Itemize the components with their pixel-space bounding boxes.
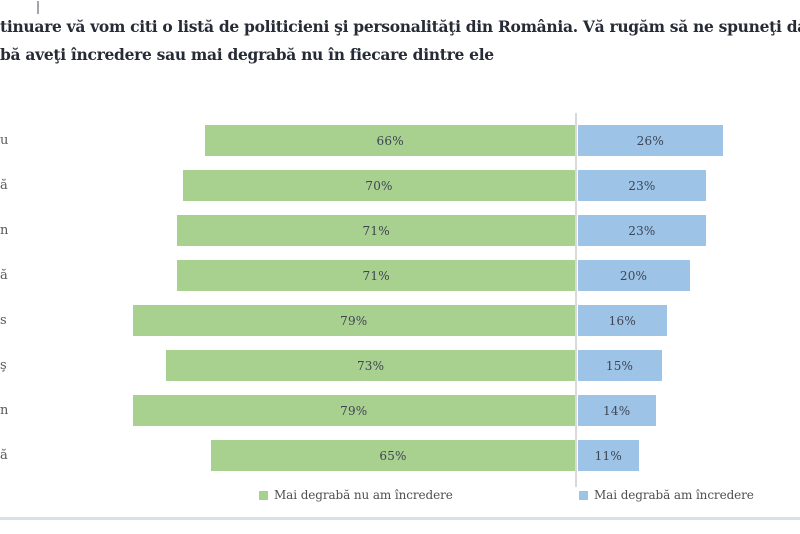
no-trust-value-label: 79%: [340, 403, 368, 418]
category-label-fragment: u: [0, 133, 9, 148]
table-row: ş 73% 15%: [0, 350, 800, 381]
no-trust-bar: 66%: [205, 125, 575, 156]
no-trust-value-label: 79%: [340, 313, 368, 328]
table-row: ă 70% 23%: [0, 170, 800, 201]
trust-bar: 11%: [577, 440, 640, 471]
trust-value-label: 11%: [594, 448, 622, 463]
green-swatch-icon: [259, 490, 268, 500]
table-row: n 71% 23%: [0, 215, 800, 246]
trust-bar: 15%: [577, 350, 662, 381]
category-label-fragment: ă: [0, 448, 8, 463]
no-trust-value-label: 65%: [379, 448, 407, 463]
category-label-fragment: ă: [0, 178, 8, 193]
trust-value-label: 23%: [628, 178, 656, 193]
question-line-1: tinuare vă vom citi o listă de politicie…: [0, 17, 800, 36]
trust-value-label: 14%: [603, 403, 631, 418]
trust-value-label: 15%: [605, 358, 634, 373]
no-trust-bar: 70%: [183, 170, 575, 201]
legend-item-no-trust: Mai degrabă nu am încredere: [259, 488, 453, 502]
category-label-fragment: ş: [0, 358, 7, 373]
no-trust-bar: 71%: [177, 260, 575, 291]
trust-value-label: 20%: [619, 268, 648, 283]
no-trust-bar: 79%: [132, 305, 575, 336]
category-label-fragment: n: [0, 223, 9, 238]
category-label-fragment: n: [0, 403, 9, 418]
table-row: ă 71% 20%: [0, 260, 800, 291]
no-trust-bar: 79%: [132, 395, 575, 426]
legend-item-trust: Mai degrabă am încredere: [579, 488, 754, 502]
page-bottom-border: [0, 517, 800, 520]
trust-bar: 14%: [577, 395, 656, 426]
no-trust-bar: 73%: [166, 350, 575, 381]
no-trust-value-label: 70%: [365, 178, 393, 193]
table-row: n 79% 14%: [0, 395, 800, 426]
no-trust-value-label: 71%: [362, 223, 390, 238]
table-row: ă 65% 11%: [0, 440, 800, 471]
legend-label-trust: Mai degrabă am încredere: [594, 488, 754, 502]
trust-bar: 23%: [577, 170, 707, 201]
chart-legend: Mai degrabă nu am încredere Mai degrabă …: [0, 488, 800, 508]
no-trust-value-label: 73%: [356, 358, 385, 373]
blue-swatch-icon: [579, 490, 588, 500]
trust-bar: 16%: [577, 305, 668, 336]
trust-value-label: 23%: [628, 223, 656, 238]
no-trust-bar: 71%: [177, 215, 575, 246]
category-label-fragment: ă: [0, 268, 8, 283]
no-trust-bar: 65%: [211, 440, 575, 471]
no-trust-value-label: 66%: [376, 133, 404, 148]
no-trust-value-label: 71%: [362, 268, 390, 283]
table-row: s 79% 16%: [0, 305, 800, 336]
question-text: tinuare vă vom citi o listă de politicie…: [0, 13, 800, 69]
trust-bar: 20%: [577, 260, 690, 291]
table-row: u 66% 26%: [0, 125, 800, 156]
page-edge-mark: [37, 1, 39, 14]
question-line-2: bă aveţi încredere sau mai degrabă nu în…: [0, 45, 494, 64]
legend-label-no-trust: Mai degrabă nu am încredere: [274, 488, 453, 502]
trust-value-label: 26%: [636, 133, 664, 148]
axis-divider-line: [575, 113, 577, 487]
trust-value-label: 16%: [608, 313, 636, 328]
category-label-fragment: s: [0, 313, 7, 328]
trust-bar: 23%: [577, 215, 707, 246]
trust-bar: 26%: [577, 125, 724, 156]
